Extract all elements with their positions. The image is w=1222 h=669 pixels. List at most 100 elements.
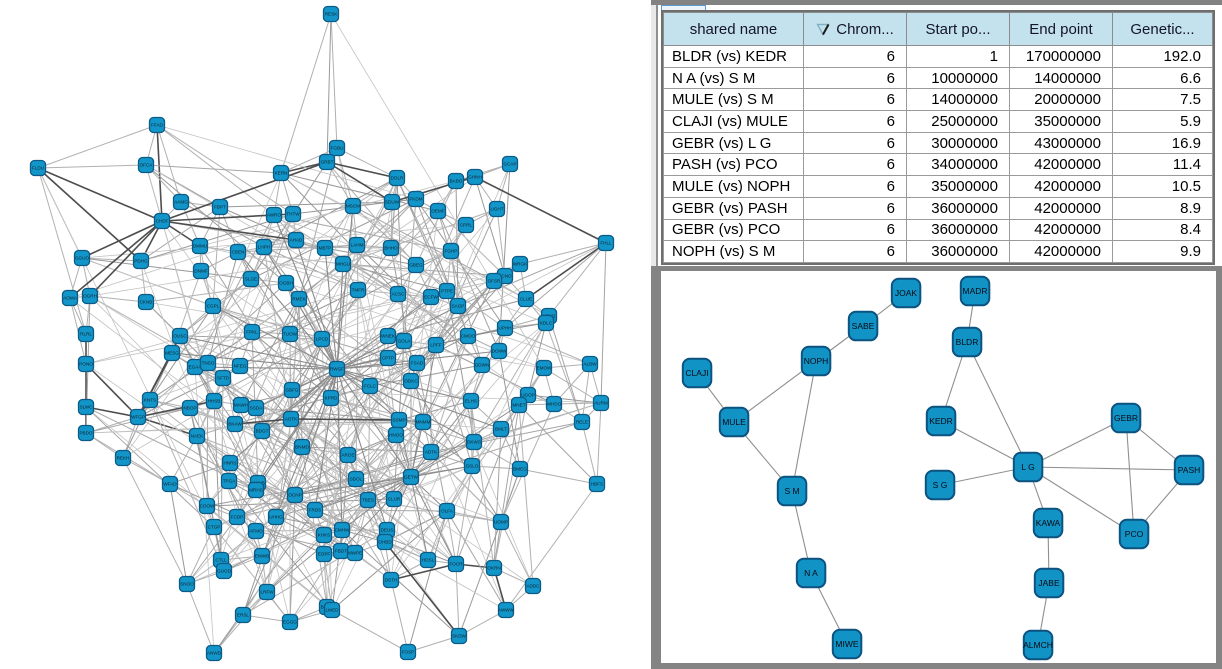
svg-text:OKRN: OKRN xyxy=(487,566,500,571)
svg-text:UGOP: UGOP xyxy=(521,393,535,398)
svg-text:MULE: MULE xyxy=(722,417,746,427)
svg-text:KDLC: KDLC xyxy=(540,321,553,326)
svg-text:JABE: JABE xyxy=(1038,578,1060,588)
svg-text:TUOW: TUOW xyxy=(283,332,298,337)
svg-text:SNOO: SNOO xyxy=(180,582,194,587)
svg-text:DSTH: DSTH xyxy=(385,578,398,583)
svg-text:DNMF: DNMF xyxy=(194,269,207,274)
svg-text:SLWC: SLWC xyxy=(80,405,94,410)
svg-text:AWWW: AWWW xyxy=(498,608,515,613)
svg-text:SDOL: SDOL xyxy=(350,477,363,482)
svg-text:DOLR: DOLR xyxy=(391,176,404,181)
svg-text:KPRD: KPRD xyxy=(325,396,338,401)
svg-text:LRFW: LRFW xyxy=(260,590,274,595)
svg-text:GCAP: GCAP xyxy=(503,162,516,167)
svg-text:EGGG: EGGG xyxy=(283,620,297,625)
svg-text:TPGA: TPGA xyxy=(223,479,236,484)
svg-text:MWPE: MWPE xyxy=(348,551,362,556)
svg-text:LHPH: LHPH xyxy=(258,245,270,250)
svg-text:BKAW: BKAW xyxy=(228,422,242,427)
svg-text:FGBU: FGBU xyxy=(331,146,344,151)
svg-text:ADDC: ADDC xyxy=(526,584,540,589)
svg-text:BMLT: BMLT xyxy=(495,427,507,432)
svg-text:AROE: AROE xyxy=(341,453,354,458)
svg-text:MIWE: MIWE xyxy=(835,639,858,649)
svg-text:SSDA: SSDA xyxy=(250,406,263,411)
svg-text:CLUE: CLUE xyxy=(520,297,532,302)
svg-text:OUSC: OUSC xyxy=(173,334,187,339)
svg-text:ADTK: ADTK xyxy=(425,450,438,455)
svg-text:CKNB: CKNB xyxy=(140,300,153,305)
svg-text:FBPT: FBPT xyxy=(214,205,226,210)
svg-text:BHHO: BHHO xyxy=(384,246,398,251)
svg-text:WRGK: WRGK xyxy=(513,262,528,267)
svg-text:SFTD: SFTD xyxy=(217,376,230,381)
svg-text:FSAD: FSAD xyxy=(411,361,424,366)
svg-text:WHDO: WHDO xyxy=(547,402,562,407)
svg-text:BLDR: BLDR xyxy=(956,337,979,347)
svg-text:GOLA: GOLA xyxy=(398,339,412,344)
svg-text:BNMD: BNMD xyxy=(295,445,309,450)
svg-text:MRHS: MRHS xyxy=(249,488,263,493)
svg-text:LAHM: LAHM xyxy=(351,243,364,248)
svg-text:CMOO: CMOO xyxy=(461,334,476,339)
svg-text:FLDU: FLDU xyxy=(32,166,44,171)
svg-text:SLGE: SLGE xyxy=(245,277,257,282)
svg-text:HHSB: HHSB xyxy=(208,399,221,404)
svg-text:CHDF: CHDF xyxy=(156,219,169,224)
svg-text:CPRL: CPRL xyxy=(460,223,473,228)
svg-text:CBEN: CBEN xyxy=(232,250,245,255)
svg-text:MADR: MADR xyxy=(962,286,987,296)
svg-text:KERN: KERN xyxy=(275,171,288,176)
svg-text:OGBH: OGBH xyxy=(279,281,293,286)
svg-text:GHNH: GHNH xyxy=(468,175,482,180)
svg-text:FKDM: FKDM xyxy=(409,197,422,202)
svg-text:AURM: AURM xyxy=(594,401,608,406)
svg-text:DKWS: DKWS xyxy=(467,440,481,445)
svg-text:AOMA: AOMA xyxy=(63,296,77,301)
svg-text:BDGT: BDGT xyxy=(256,429,269,434)
svg-text:OEMF: OEMF xyxy=(431,209,444,214)
svg-text:CTGP: CTGP xyxy=(208,525,221,530)
svg-text:ALMCH: ALMCH xyxy=(1023,640,1053,650)
svg-text:PCO: PCO xyxy=(1125,529,1144,539)
svg-text:FFAD: FFAD xyxy=(151,123,163,128)
svg-text:GETW: GETW xyxy=(404,475,418,480)
svg-text:HNRS: HNRS xyxy=(223,461,236,466)
svg-text:ACSC: ACSC xyxy=(392,292,405,297)
svg-text:WNEK: WNEK xyxy=(381,334,396,339)
svg-text:S M: S M xyxy=(784,486,799,496)
svg-text:OFCA: OFCA xyxy=(140,163,154,168)
svg-text:KNTS: KNTS xyxy=(144,398,156,403)
svg-text:SSMP: SSMP xyxy=(392,418,405,423)
svg-text:MNMM: MNMM xyxy=(416,420,431,425)
svg-text:TMFR: TMFR xyxy=(352,288,365,293)
svg-text:TBES: TBES xyxy=(362,498,374,503)
svg-text:REKH: REKH xyxy=(117,456,130,461)
svg-text:RMEK: RMEK xyxy=(292,297,306,302)
svg-text:OGRH: OGRH xyxy=(83,294,97,299)
svg-text:HOSL: HOSL xyxy=(422,558,435,563)
svg-text:MHGU: MHGU xyxy=(336,262,350,267)
svg-text:FOSP: FOSP xyxy=(402,650,415,655)
svg-text:MESG: MESG xyxy=(165,351,179,356)
svg-text:ELHS: ELHS xyxy=(465,399,477,404)
svg-text:MSCM: MSCM xyxy=(346,204,360,209)
svg-text:RLRL: RLRL xyxy=(80,332,92,337)
svg-text:GRBT: GRBT xyxy=(321,160,334,165)
svg-text:AHAD: AHAD xyxy=(290,238,303,243)
svg-text:S G: S G xyxy=(933,480,948,490)
svg-text:FRDS: FRDS xyxy=(309,508,322,513)
svg-text:TNSO: TNSO xyxy=(202,361,215,366)
svg-text:LWED: LWED xyxy=(326,608,340,613)
svg-text:SABE: SABE xyxy=(852,321,875,331)
svg-text:HBFS: HBFS xyxy=(591,482,603,487)
svg-text:WFAD: WFAD xyxy=(163,482,177,487)
svg-text:DEUS: DEUS xyxy=(381,528,394,533)
svg-text:JOAK: JOAK xyxy=(895,288,918,298)
svg-text:FOCR: FOCR xyxy=(449,562,463,567)
svg-text:OLFA: OLFA xyxy=(441,509,454,514)
svg-text:PONO: PONO xyxy=(79,362,93,367)
svg-text:RWGF: RWGF xyxy=(330,367,344,372)
svg-text:FPKL: FPKL xyxy=(246,330,258,335)
